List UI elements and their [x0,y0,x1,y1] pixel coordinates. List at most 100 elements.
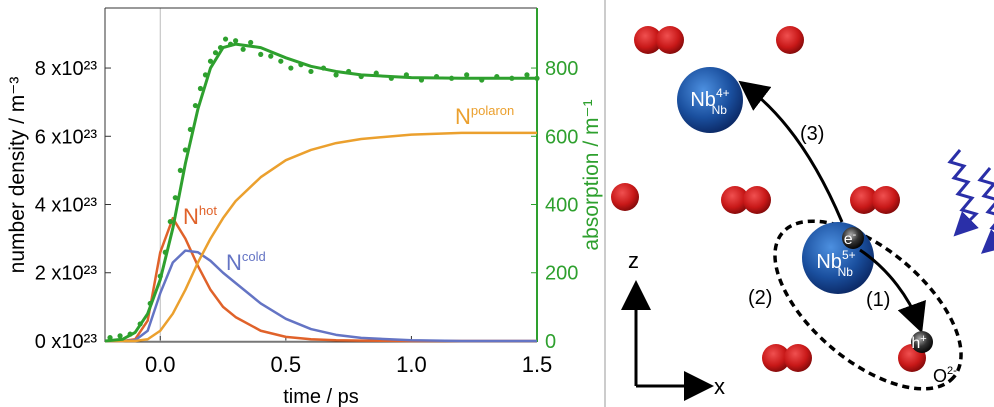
electron [842,227,864,249]
label-base: e [844,231,853,248]
chart: 0.0 0.5 1.0 1.5 0 x10²³ 2 x10²³ 4 x10²³ 6 x10²³… [6,7,603,407]
label-base: Nb [816,251,842,273]
series-annotation: Nhot [183,203,217,229]
data-point [227,41,234,47]
axis-label: z [628,248,639,273]
y2-tick-label: 400 [545,195,578,217]
polaron-ellipse [773,219,963,391]
light-waves [947,149,994,254]
series-line [105,131,537,343]
label-sub: Nb [712,103,728,117]
y2-tick-label: 800 [545,58,578,80]
data-point [172,195,178,201]
data-point [222,36,229,42]
diagram: Nb4+ Nb Nb5+ Nb e- h+ O2- (3) (2) (1) z x [611,26,994,401]
y-tick-label: 8 x10²³ [35,58,98,80]
hole [911,331,933,353]
data-point [177,167,183,173]
data-point [479,77,485,83]
data-point [157,273,163,279]
data-point [388,75,394,81]
step-label: (2) [748,287,772,309]
data-point [509,75,515,81]
data-point [298,62,304,68]
y2-tick-label: 600 [545,126,578,148]
data-point [162,249,168,255]
x-tick-label: 0.0 [145,352,176,377]
annotation-base: N [226,250,242,275]
series-line [105,249,537,343]
nb4-label: Nb4+ Nb [690,86,729,117]
label-sup: 5+ [842,248,856,262]
data-point [258,51,264,57]
label-sup: 4+ [716,86,730,100]
y-tick-label: 4 x10²³ [35,195,98,217]
arrow-3 [738,80,844,223]
label-base: h [911,335,920,352]
data-point [197,85,204,92]
annotation-sup: cold [242,249,266,264]
oxygen-label: O2- [933,365,957,386]
data-point [308,68,314,75]
series-annotation: Ncold [226,249,266,275]
y2-axis-title: absorption / m⁻¹ [580,99,603,250]
data-point [248,39,254,46]
label-sup: 2- [947,365,957,377]
y-tick-label: 0 x10²³ [35,331,98,353]
annotation-base: N [183,204,199,229]
data-point [182,147,188,153]
data-point [403,72,409,78]
axis-label: x [714,374,725,399]
annotation-sup: polaron [471,103,514,118]
data-point [117,333,123,339]
hole-label: h+ [911,333,926,352]
x-tick-label: 1.5 [522,352,553,377]
nb4-sphere [677,67,743,133]
data-point [333,72,339,78]
label-base: Nb [690,89,716,111]
step-label: (1) [866,289,890,311]
data-point [167,218,173,225]
data-point [418,77,425,83]
data-point [373,70,379,76]
annotation-base: N [455,104,471,129]
series-annotation: Npolaron [455,103,514,129]
series-line [105,216,537,343]
data-point [534,75,540,81]
data-point [346,68,352,75]
x-tick-label: 1.0 [396,352,427,377]
annotation-sup: hot [199,203,217,218]
label-sup: + [920,333,926,345]
label-sup: - [853,229,857,241]
y-tick-label: 6 x10²³ [35,126,98,148]
label-base: O [933,366,947,386]
data-point [127,331,133,337]
data-point [212,50,219,56]
y-tick-label: 2 x10²³ [35,263,98,285]
data-point [147,300,153,307]
y-axis-title: number density / m⁻³ [6,77,29,274]
data-point [524,72,530,78]
data-point [358,73,364,80]
data-point [240,46,246,52]
x-axis-title: time / ps [283,386,359,407]
data-point [464,72,470,78]
data-point [288,65,294,71]
data-point [217,44,224,51]
series-line [104,42,537,343]
oxygen-atoms [611,26,926,372]
data-point [192,102,199,109]
data-point [233,38,239,44]
data-point [207,58,214,64]
nb5-label: Nb5+ Nb [816,248,855,279]
data-point [137,321,143,327]
step-label: (3) [800,123,824,145]
data-point [433,73,440,80]
data-point [449,75,455,81]
electron-label: e- [844,229,857,248]
data-point [107,334,113,341]
data-point [187,126,193,133]
arrow-1 [859,248,926,334]
data-point [202,72,209,78]
